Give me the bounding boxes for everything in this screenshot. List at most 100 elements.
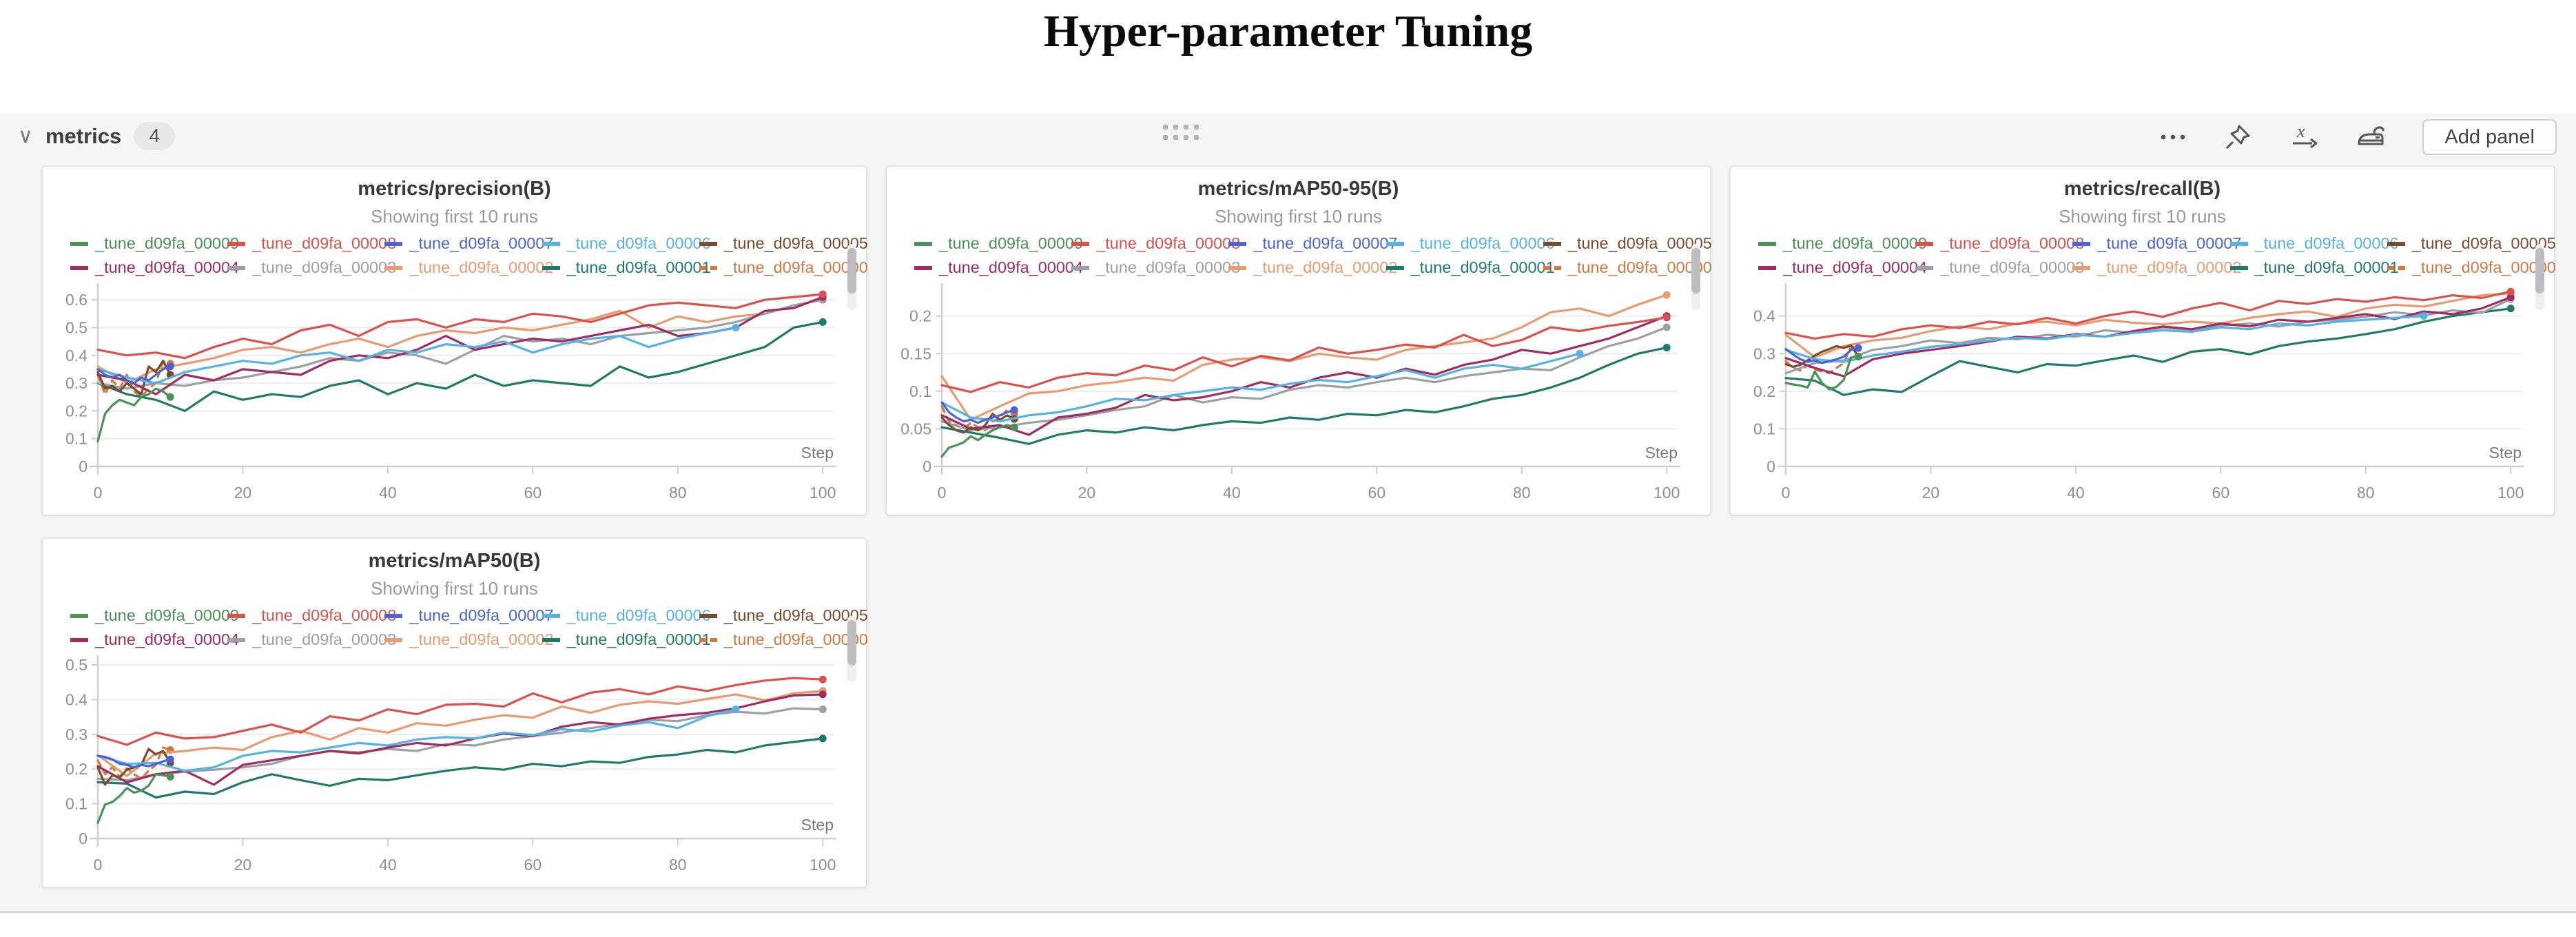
section-label[interactable]: metrics bbox=[45, 123, 122, 148]
legend-label: _tune_d09fa_00001 bbox=[2254, 258, 2399, 276]
svg-text:80: 80 bbox=[1513, 484, 1531, 502]
legend-scrollbar-thumb[interactable] bbox=[847, 620, 856, 666]
line-chart[interactable]: 0 0.1 0.2 0.3 0.4 0 20 40 60 80 100 Step bbox=[1742, 279, 2541, 511]
legend-label: _tune_d09fa_00000 bbox=[2411, 258, 2556, 276]
legend-scrollbar-thumb[interactable] bbox=[2535, 248, 2544, 294]
legend-label: _tune_d09fa_00004 bbox=[939, 258, 1084, 276]
legend-label: _tune_d09fa_00006 bbox=[566, 234, 711, 252]
svg-text:0.4: 0.4 bbox=[65, 690, 87, 708]
legend-swatch bbox=[70, 613, 88, 618]
legend-item[interactable]: _tune_d09fa_00007 bbox=[384, 606, 553, 625]
svg-text:60: 60 bbox=[2212, 484, 2230, 502]
svg-text:0: 0 bbox=[938, 484, 947, 502]
legend-swatch bbox=[384, 613, 403, 618]
pin-icon[interactable] bbox=[2223, 122, 2253, 152]
svg-text:0.1: 0.1 bbox=[65, 430, 87, 448]
legend-item[interactable]: _tune_d09fa_00004 bbox=[70, 630, 239, 649]
legend-item[interactable]: _tune_d09fa_00000 bbox=[1543, 258, 1712, 277]
svg-text:100: 100 bbox=[810, 484, 836, 502]
legend-item[interactable]: _tune_d09fa_00009 bbox=[70, 234, 239, 253]
legend-swatch bbox=[1758, 241, 1776, 246]
legend-item[interactable]: _tune_d09fa_00005 bbox=[699, 606, 868, 625]
svg-text:80: 80 bbox=[669, 856, 687, 874]
legend-label: _tune_d09fa_00002 bbox=[2097, 258, 2242, 276]
svg-text:0.2: 0.2 bbox=[65, 760, 87, 778]
more-options-icon[interactable] bbox=[2158, 122, 2188, 152]
legend-item[interactable]: _tune_d09fa_00009 bbox=[70, 606, 239, 625]
legend-swatch bbox=[2387, 241, 2405, 246]
legend-item[interactable]: _tune_d09fa_00003 bbox=[1071, 258, 1240, 277]
legend-item[interactable]: _tune_d09fa_00007 bbox=[2072, 234, 2241, 253]
legend-label: _tune_d09fa_00009 bbox=[1783, 234, 1928, 252]
legend-scrollbar-thumb[interactable] bbox=[1691, 248, 1700, 294]
legend-item[interactable]: _tune_d09fa_00003 bbox=[1915, 258, 2084, 277]
legend-item[interactable]: _tune_d09fa_00004 bbox=[70, 258, 239, 277]
legend-item[interactable]: _tune_d09fa_00009 bbox=[1758, 234, 1927, 253]
svg-text:0.5: 0.5 bbox=[65, 318, 87, 336]
legend-label: _tune_d09fa_00002 bbox=[409, 258, 554, 276]
add-panel-button[interactable]: Add panel bbox=[2422, 119, 2557, 155]
legend-item[interactable]: _tune_d09fa_00002 bbox=[2072, 258, 2241, 277]
legend-item[interactable]: _tune_d09fa_00006 bbox=[2229, 234, 2399, 253]
svg-text:0.5: 0.5 bbox=[65, 656, 87, 674]
x-axis-settings-icon[interactable]: x bbox=[2287, 121, 2320, 154]
legend-label: _tune_d09fa_00002 bbox=[409, 630, 554, 648]
legend-item[interactable]: _tune_d09fa_00003 bbox=[227, 258, 396, 277]
legend-item[interactable]: _tune_d09fa_00004 bbox=[1758, 258, 1927, 277]
legend-label: _tune_d09fa_00009 bbox=[939, 234, 1084, 252]
legend-item[interactable]: _tune_d09fa_00004 bbox=[914, 258, 1083, 277]
legend-item[interactable]: _tune_d09fa_00001 bbox=[2229, 258, 2399, 277]
legend-item[interactable]: _tune_d09fa_00006 bbox=[1385, 234, 1555, 253]
legend-item[interactable]: _tune_d09fa_00003 bbox=[227, 630, 396, 649]
legend-item[interactable]: _tune_d09fa_00006 bbox=[542, 234, 711, 253]
legend-item[interactable]: _tune_d09fa_00008 bbox=[1915, 234, 2084, 253]
legend-item[interactable]: _tune_d09fa_00000 bbox=[2387, 258, 2556, 277]
legend-scrollbar-thumb[interactable] bbox=[847, 248, 856, 294]
legend-item[interactable]: _tune_d09fa_00001 bbox=[1385, 258, 1555, 277]
legend-item[interactable]: _tune_d09fa_00005 bbox=[1543, 234, 1712, 253]
legend-swatch bbox=[542, 637, 560, 642]
legend-swatch bbox=[1385, 241, 1404, 246]
legend-swatch bbox=[1385, 265, 1404, 270]
legend-item[interactable]: _tune_d09fa_00008 bbox=[227, 234, 396, 253]
legend-item[interactable]: _tune_d09fa_00000 bbox=[699, 258, 868, 277]
legend-item[interactable]: _tune_d09fa_00009 bbox=[914, 234, 1083, 253]
line-chart[interactable]: 0 0.1 0.2 0.3 0.4 0.5 0.6 0 20 40 60 80 100 Step bbox=[54, 279, 853, 511]
legend-item[interactable]: _tune_d09fa_00008 bbox=[1071, 234, 1240, 253]
legend-item[interactable]: _tune_d09fa_00007 bbox=[1228, 234, 1397, 253]
legend-item[interactable]: _tune_d09fa_00008 bbox=[227, 606, 396, 625]
svg-text:80: 80 bbox=[669, 484, 687, 502]
legend-item[interactable]: _tune_d09fa_00005 bbox=[2387, 234, 2556, 253]
line-chart[interactable]: 0 0.1 0.2 0.3 0.4 0.5 0 20 40 60 80 100 Step bbox=[54, 651, 853, 883]
chevron-down-icon[interactable]: ∨ bbox=[18, 125, 33, 147]
legend-item[interactable]: _tune_d09fa_00002 bbox=[1228, 258, 1397, 277]
drag-handle-icon[interactable] bbox=[1163, 125, 1199, 140]
legend-item[interactable]: _tune_d09fa_00005 bbox=[699, 234, 868, 253]
svg-text:20: 20 bbox=[1922, 484, 1940, 502]
svg-text:0.3: 0.3 bbox=[65, 725, 87, 743]
legend-item[interactable]: _tune_d09fa_00002 bbox=[384, 258, 553, 277]
legend-item[interactable]: _tune_d09fa_00007 bbox=[384, 234, 553, 253]
svg-text:Step: Step bbox=[801, 444, 834, 462]
legend-item[interactable]: _tune_d09fa_00000 bbox=[699, 630, 868, 649]
legend-label: _tune_d09fa_00006 bbox=[1410, 234, 1555, 252]
svg-text:100: 100 bbox=[810, 856, 836, 874]
legend-item[interactable]: _tune_d09fa_00001 bbox=[542, 630, 711, 649]
legend-item[interactable]: _tune_d09fa_00001 bbox=[542, 258, 711, 277]
legend-label: _tune_d09fa_00009 bbox=[95, 606, 240, 624]
svg-text:0: 0 bbox=[94, 856, 103, 874]
legend-label: _tune_d09fa_00003 bbox=[1940, 258, 2085, 276]
legend-swatch bbox=[384, 241, 403, 246]
svg-text:60: 60 bbox=[1368, 484, 1386, 502]
legend-swatch bbox=[227, 265, 246, 270]
legend-item[interactable]: _tune_d09fa_00002 bbox=[384, 630, 553, 649]
legend-scrollbar bbox=[1691, 244, 1700, 310]
legend-item[interactable]: _tune_d09fa_00006 bbox=[542, 606, 711, 625]
svg-text:0.4: 0.4 bbox=[1753, 307, 1775, 325]
svg-text:40: 40 bbox=[379, 856, 397, 874]
panel-settings-icon[interactable] bbox=[2355, 121, 2388, 154]
legend-label: _tune_d09fa_00007 bbox=[2097, 234, 2242, 252]
line-chart[interactable]: 0 0.05 0.1 0.15 0.2 0 20 40 60 80 100 Step bbox=[898, 279, 1697, 511]
legend-label: _tune_d09fa_00001 bbox=[1410, 258, 1555, 276]
svg-text:0.1: 0.1 bbox=[65, 795, 87, 813]
